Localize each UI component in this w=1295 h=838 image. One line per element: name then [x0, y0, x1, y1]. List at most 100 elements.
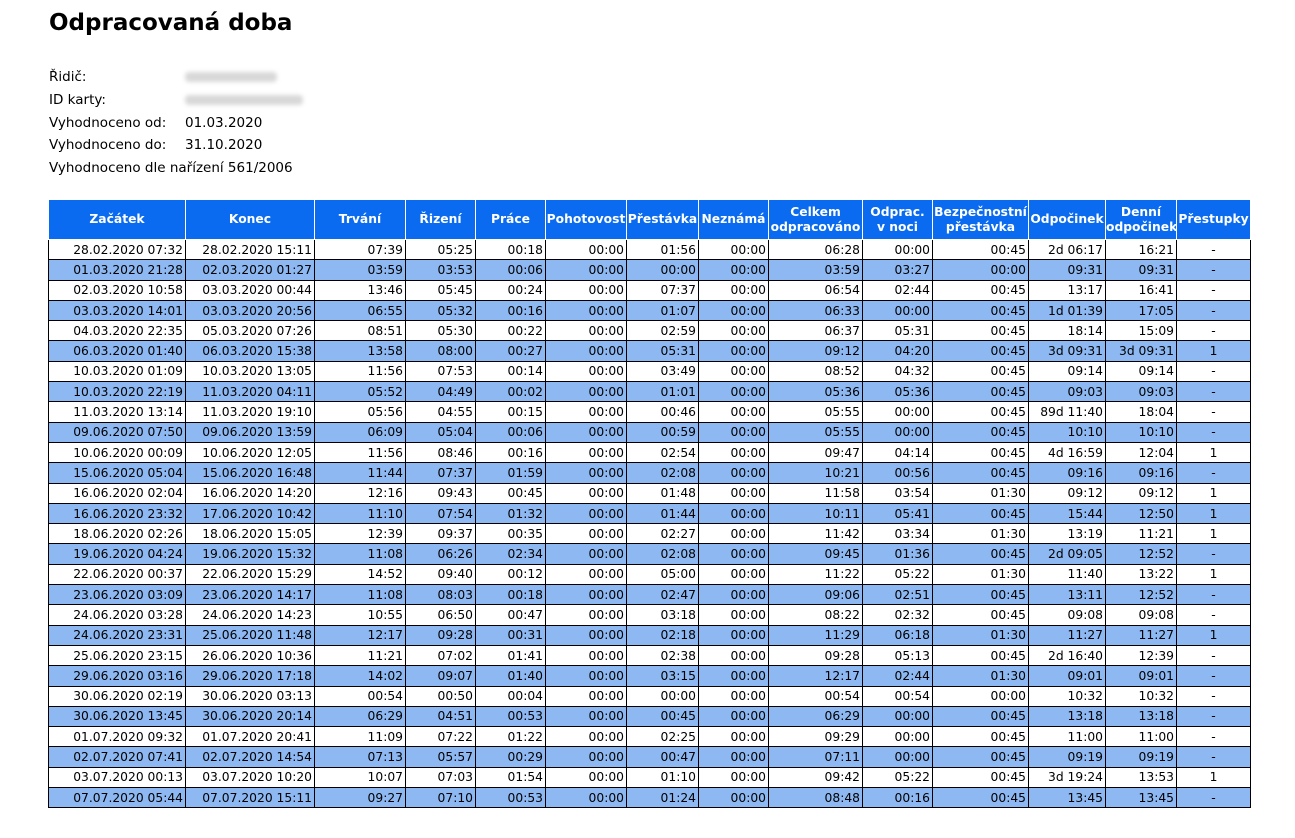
table-cell: 01:07 [626, 299, 699, 322]
table-cell: 00:29 [475, 746, 546, 768]
table-cell: 12:39 [314, 523, 406, 545]
table-cell: 15.06.2020 16:48 [185, 462, 315, 484]
table-cell: 07:13 [314, 746, 406, 768]
column-header: Neznámá [698, 199, 769, 240]
table-row: 25.06.2020 23:15 26.06.2020 10:36 11:21 07:… [48, 644, 1251, 667]
table-cell: 10:10 [1105, 421, 1177, 443]
table-cell: 12:16 [314, 482, 406, 504]
table-cell: 09:06 [768, 584, 863, 606]
table-cell: 02:38 [626, 644, 699, 667]
column-header-label: Trvání [338, 212, 382, 226]
table-cell: 04:49 [405, 381, 476, 403]
table-cell: 00:45 [932, 584, 1029, 606]
table-cell: 00:00 [545, 360, 627, 383]
table-cell: 00:00 [545, 279, 627, 301]
table-cell: 00:00 [698, 259, 769, 281]
table-cell: 04.03.2020 22:35 [48, 320, 186, 342]
table-cell: 00:00 [698, 360, 769, 383]
table-cell: 04:51 [405, 705, 476, 728]
table-cell: - [1176, 746, 1251, 768]
table-cell: 06:33 [768, 299, 863, 322]
table-cell: 00:31 [475, 624, 546, 646]
table-cell: 06.03.2020 15:38 [185, 340, 315, 362]
table-cell: 10:21 [768, 462, 863, 484]
table-cell: 05:22 [862, 766, 933, 789]
column-header: Přestupky [1176, 199, 1251, 240]
table-cell: 00:00 [698, 543, 769, 565]
table-cell: 03:49 [626, 360, 699, 383]
table-cell: 00:04 [475, 685, 546, 707]
table-cell: 00:06 [475, 421, 546, 443]
meta-driver: Řidič: [49, 66, 303, 89]
table-cell: 05:32 [405, 299, 476, 322]
table-cell: 00:00 [698, 482, 769, 504]
table-cell: 11.03.2020 13:14 [48, 401, 186, 423]
table-cell: 02:47 [626, 584, 699, 606]
table-cell: 02:08 [626, 543, 699, 565]
table-cell: 28.02.2020 15:11 [185, 238, 315, 261]
table-cell: 13:45 [1105, 787, 1177, 809]
table-cell: 09:12 [1105, 482, 1177, 504]
column-header: Práce [475, 199, 546, 240]
table-cell: 00:00 [698, 746, 769, 768]
table-row: 02.07.2020 07:41 02.07.2020 14:54 07:13 05:… [48, 746, 1251, 768]
table-cell: 03.03.2020 20:56 [185, 299, 315, 322]
table-cell: 00:00 [545, 766, 627, 789]
table-cell: 09:31 [1105, 259, 1177, 281]
table-cell: - [1176, 381, 1251, 403]
table-cell: 00:00 [698, 299, 769, 322]
table-row: 30.06.2020 02:19 30.06.2020 03:13 00:54 00:… [48, 685, 1251, 707]
column-header-label: Neznámá [701, 212, 766, 226]
table-cell: 09:28 [405, 624, 476, 646]
table-cell: 11:42 [768, 523, 863, 545]
table-cell: 00:00 [698, 685, 769, 707]
table-row: 28.02.2020 07:32 28.02.2020 15:11 07:39 05:… [48, 238, 1251, 261]
table-cell: 06:28 [768, 238, 863, 261]
table-row: 07.07.2020 05:44 07.07.2020 15:11 09:27 07:… [48, 787, 1251, 809]
table-cell: 08:48 [768, 787, 863, 809]
table-cell: 00:00 [862, 705, 933, 728]
table-cell: 09.06.2020 07:50 [48, 421, 186, 443]
table-cell: 01:44 [626, 502, 699, 525]
header-row: Začátek Konec Trvání Řizení Práce Pohotovost P… [48, 199, 1251, 240]
table-cell: 01:30 [932, 482, 1029, 504]
table-cell: 05:22 [862, 563, 933, 586]
table-cell: 09:08 [1028, 604, 1106, 626]
table-cell: - [1176, 401, 1251, 423]
table-cell: 00:45 [932, 726, 1029, 748]
table-cell: 09:28 [768, 644, 863, 667]
table-row: 15.06.2020 05:04 15.06.2020 16:48 11:44 07:… [48, 462, 1251, 484]
table-row: 22.06.2020 00:37 22.06.2020 15:29 14:52 09:… [48, 563, 1251, 586]
table-cell: 04:14 [862, 441, 933, 464]
table-cell: 00:45 [932, 238, 1029, 261]
table-row: 16.06.2020 23:32 17.06.2020 10:42 11:10 07:… [48, 502, 1251, 525]
column-header: Bezpečnostní přestávka [932, 199, 1029, 240]
table-cell: 05:56 [314, 401, 406, 423]
table-cell: 11:56 [314, 360, 406, 383]
table-row: 10.03.2020 01:09 10.03.2020 13:05 11:56 07:… [48, 360, 1251, 383]
table-cell: 17.06.2020 10:42 [185, 502, 315, 525]
table-cell: 09.06.2020 13:59 [185, 421, 315, 443]
column-header-label: odpočinek [1106, 219, 1177, 234]
table-cell: 09:03 [1105, 381, 1177, 403]
table-cell: 04:20 [862, 340, 933, 362]
table-cell: 05:52 [314, 381, 406, 403]
table-cell: 00:00 [698, 320, 769, 342]
table-cell: 00:00 [545, 340, 627, 362]
table-cell: 01:30 [932, 563, 1029, 586]
table-cell: 00:27 [475, 340, 546, 362]
table-cell: 00:00 [545, 421, 627, 443]
table-cell: 00:00 [545, 644, 627, 667]
column-header: Začátek [48, 199, 186, 240]
table-row: 01.07.2020 09:32 01.07.2020 20:41 11:09 07:… [48, 726, 1251, 748]
table-cell: 00:00 [545, 543, 627, 565]
table-cell: 07.07.2020 05:44 [48, 787, 186, 809]
table-cell: 1 [1176, 441, 1251, 464]
table-cell: 00:22 [475, 320, 546, 342]
table-cell: 09:31 [1028, 259, 1106, 281]
table-cell: 03:18 [626, 604, 699, 626]
table-cell: 00:00 [545, 238, 627, 261]
table-cell: 06:18 [862, 624, 933, 646]
table-cell: 00:00 [545, 462, 627, 484]
table-cell: 16.06.2020 14:20 [185, 482, 315, 504]
